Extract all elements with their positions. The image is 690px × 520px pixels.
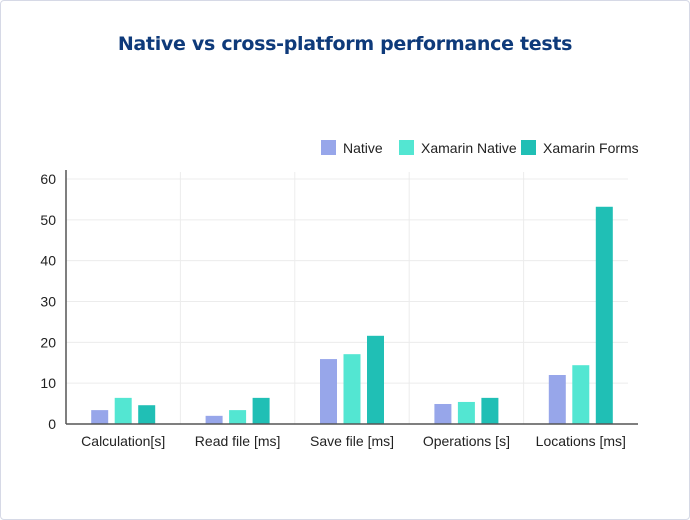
bar-xamarin-native [572,365,590,424]
chart-title: Native vs cross-platform performance tes… [117,33,573,55]
legend-swatch [321,140,336,155]
bar-native [434,403,452,424]
legend-label: Native [343,140,383,156]
legend-label: Xamarin Native [421,140,517,156]
bar-xamarin-forms [252,397,270,424]
bar-native [91,410,109,424]
bar-native [205,415,223,424]
bar-xamarin-native [114,397,132,424]
y-tick-label: 40 [40,253,56,269]
legend-swatch [521,140,536,155]
y-tick-label: 20 [40,334,56,350]
bar-xamarin-forms [481,397,499,424]
legend-swatch [399,140,414,155]
x-tick-label: Read file [ms] [195,433,281,449]
y-tick-label: 60 [40,171,56,187]
bar-xamarin-native [457,401,475,424]
y-tick-label: 10 [40,375,56,391]
bar-xamarin-forms [138,405,156,424]
bar-xamarin-native [343,354,361,424]
bar-xamarin-forms [595,206,613,424]
x-tick-label: Calculation[s] [81,433,165,449]
y-tick-label: 0 [48,416,56,432]
bar-native [320,359,337,424]
bar-xamarin-forms [367,335,384,424]
x-tick-label: Save file [ms] [310,433,394,449]
y-tick-label: 30 [40,294,56,310]
bar-native [548,375,566,424]
x-tick-label: Operations [s] [423,433,510,449]
legend-label: Xamarin Forms [543,140,639,156]
bar-xamarin-native [229,410,247,424]
y-tick-label: 50 [40,212,56,228]
x-tick-label: Locations [ms] [536,433,626,449]
